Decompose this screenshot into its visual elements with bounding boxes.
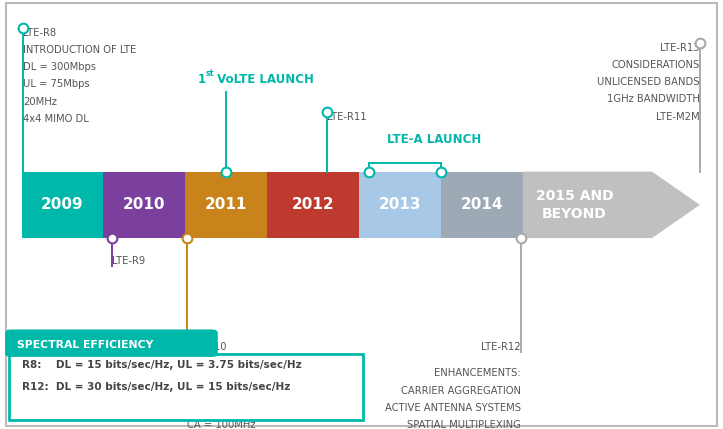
- FancyBboxPatch shape: [5, 329, 218, 357]
- Bar: [9, 354, 363, 420]
- Text: 1GHz BANDWIDTH: 1GHz BANDWIDTH: [607, 94, 700, 104]
- Text: CARRIER AGGREGATION: CARRIER AGGREGATION: [401, 386, 521, 396]
- Text: 2014: 2014: [461, 197, 503, 212]
- Text: SPATIAL MULTIPLEXING: SPATIAL MULTIPLEXING: [406, 420, 521, 429]
- Text: 2012: 2012: [292, 197, 334, 212]
- Text: LTE-R11: LTE-R11: [327, 112, 367, 121]
- Text: ENHANCEMENTS:: ENHANCEMENTS:: [434, 369, 521, 378]
- Text: INTRODUCTION OF LTE: INTRODUCTION OF LTE: [23, 45, 137, 55]
- Text: DL = 3Gbps: DL = 3Gbps: [187, 386, 246, 396]
- Bar: [10, 352, 213, 356]
- Text: LTE-R9: LTE-R9: [112, 256, 145, 266]
- Bar: [103, 172, 185, 238]
- Bar: [441, 172, 523, 238]
- Text: CONSIDERATIONS: CONSIDERATIONS: [612, 60, 700, 70]
- Text: 2013: 2013: [379, 197, 422, 212]
- Text: SPECTRAL EFFICIENCY: SPECTRAL EFFICIENCY: [17, 341, 154, 350]
- Bar: [359, 172, 441, 238]
- Polygon shape: [523, 172, 700, 238]
- Text: 2010: 2010: [123, 197, 166, 212]
- Text: st: st: [206, 69, 215, 78]
- Text: LTE-R13: LTE-R13: [660, 43, 700, 53]
- Text: CA = 100MHz: CA = 100MHz: [187, 420, 255, 429]
- Text: 1: 1: [197, 73, 205, 86]
- Text: 2015 AND
BEYOND: 2015 AND BEYOND: [536, 189, 613, 221]
- Text: VoLTE LAUNCH: VoLTE LAUNCH: [213, 73, 315, 86]
- Text: DL = 300Mbps: DL = 300Mbps: [23, 62, 96, 72]
- Bar: [267, 172, 359, 238]
- Text: UL = 1.5Gbps: UL = 1.5Gbps: [187, 403, 255, 413]
- Text: R8:    DL = 15 bits/sec/Hz, UL = 3.75 bits/sec/Hz: R8: DL = 15 bits/sec/Hz, UL = 3.75 bits/…: [22, 360, 301, 370]
- Text: LTE-A LAUNCH: LTE-A LAUNCH: [387, 133, 481, 146]
- Text: LTE-M2M: LTE-M2M: [656, 112, 700, 121]
- Text: R12:  DL = 30 bits/sec/Hz, UL = 15 bits/sec/Hz: R12: DL = 30 bits/sec/Hz, UL = 15 bits/s…: [22, 382, 290, 392]
- Text: LTE-R12: LTE-R12: [481, 342, 521, 352]
- Text: LTE-R8: LTE-R8: [23, 28, 56, 38]
- Text: LTE-R10: LTE-R10: [187, 342, 226, 352]
- Text: LTE-ADVANCED INTRODUCTION: LTE-ADVANCED INTRODUCTION: [187, 369, 343, 378]
- Text: UNLICENSED BANDS: UNLICENSED BANDS: [597, 77, 700, 87]
- Text: UL = 75Mbps: UL = 75Mbps: [23, 79, 90, 89]
- Bar: [22, 172, 103, 238]
- Text: 2009: 2009: [41, 197, 84, 212]
- Bar: [185, 172, 267, 238]
- Text: 4x4 MIMO DL: 4x4 MIMO DL: [23, 114, 89, 124]
- Text: 2011: 2011: [205, 197, 247, 212]
- Text: 20MHz: 20MHz: [23, 97, 57, 106]
- Text: ACTIVE ANTENNA SYSTEMS: ACTIVE ANTENNA SYSTEMS: [385, 403, 521, 413]
